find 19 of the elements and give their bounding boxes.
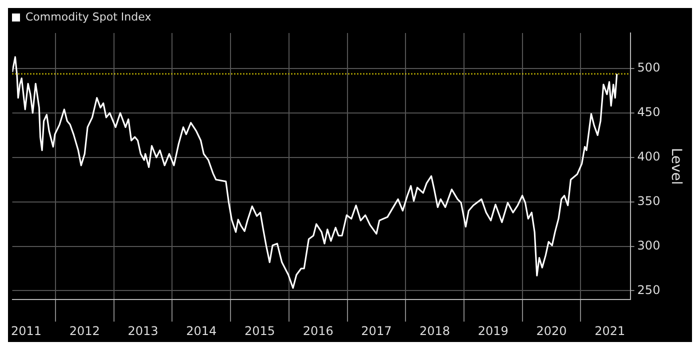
x-tick-label: 2014 [186, 324, 217, 338]
x-tick-label: 2021 [594, 324, 626, 338]
x-tick-label: 2018 [420, 324, 450, 338]
y-tick-label: 400 [637, 150, 660, 164]
y-tick-label: 300 [637, 238, 660, 252]
legend-label: Commodity Spot Index [26, 10, 152, 24]
x-tick-label: 2011 [11, 324, 42, 338]
x-tick-label: 2020 [536, 324, 567, 338]
x-tick-label: 2016 [302, 324, 334, 338]
x-tick-label: 2015 [244, 324, 275, 338]
x-tick-label: 2017 [361, 324, 392, 338]
x-tick-label: 2012 [69, 324, 100, 338]
y-axis-title: Level [668, 148, 684, 185]
x-tick-label: 2013 [128, 324, 158, 338]
y-tick-label: 350 [637, 194, 660, 208]
y-tick-label: 250 [637, 282, 660, 297]
x-tick-label: 2019 [478, 324, 508, 338]
y-tick-label: 450 [637, 105, 660, 120]
y-tick-label: 500 [637, 60, 660, 75]
